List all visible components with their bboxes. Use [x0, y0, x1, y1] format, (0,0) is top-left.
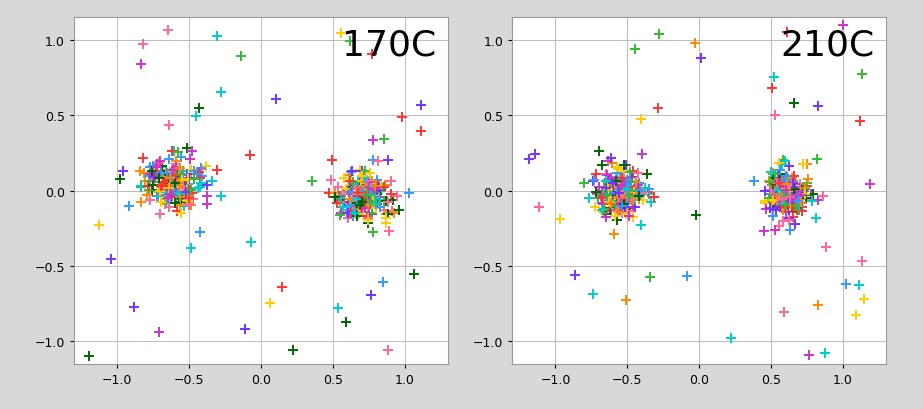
Text: 210C: 210C: [781, 29, 875, 63]
Text: 170C: 170C: [342, 29, 437, 63]
